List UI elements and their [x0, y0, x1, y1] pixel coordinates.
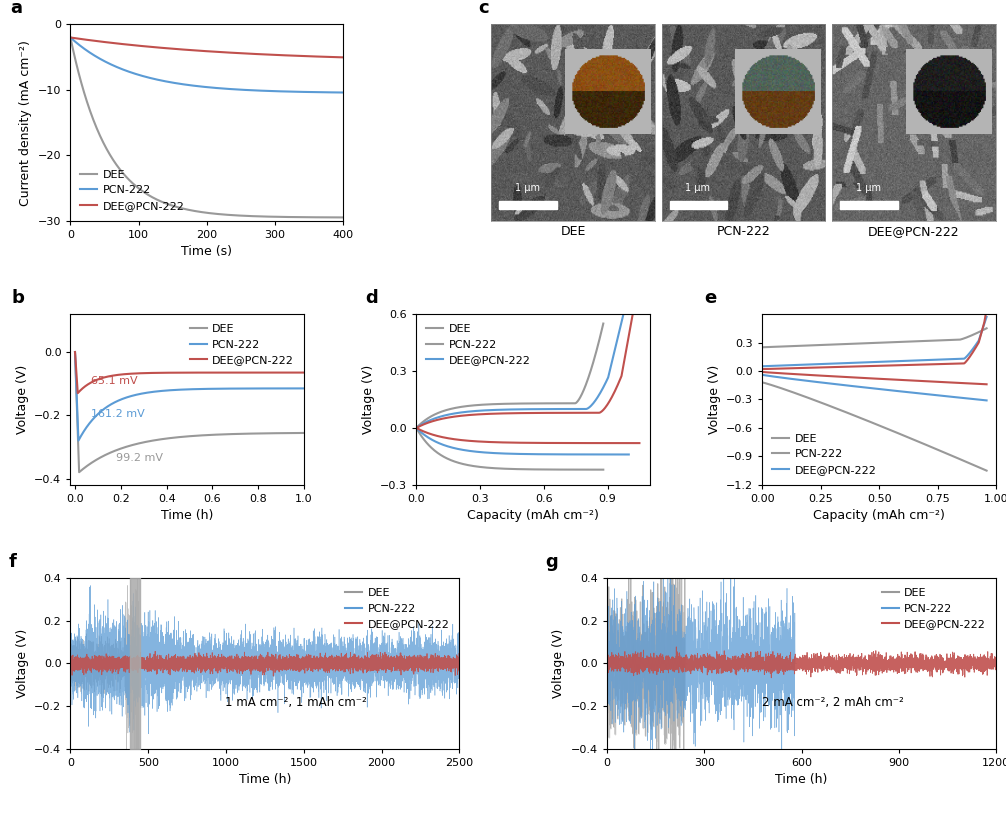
X-axis label: Time (h): Time (h) [238, 773, 291, 786]
Legend: DEE, PCN-222, DEE@PCN-222: DEE, PCN-222, DEE@PCN-222 [877, 584, 990, 633]
Text: e: e [704, 289, 716, 307]
X-axis label: Capacity (mAh cm⁻²): Capacity (mAh cm⁻²) [813, 510, 945, 523]
Text: c: c [478, 0, 489, 16]
Y-axis label: Voltage (V): Voltage (V) [16, 629, 29, 698]
Text: a: a [10, 0, 22, 16]
Bar [670, 201, 727, 209]
Y-axis label: Voltage (V): Voltage (V) [707, 365, 720, 434]
Legend: DEE, PCN-222, DEE@PCN-222: DEE, PCN-222, DEE@PCN-222 [768, 429, 881, 479]
Text: 1 μm: 1 μm [855, 183, 880, 193]
Legend: DEE, PCN-222, DEE@PCN-222: DEE, PCN-222, DEE@PCN-222 [422, 320, 535, 370]
Bar [840, 201, 897, 209]
Text: d: d [365, 289, 377, 307]
X-axis label: Time (s): Time (s) [181, 245, 232, 258]
X-axis label: DEE: DEE [560, 225, 585, 238]
X-axis label: DEE@PCN-222: DEE@PCN-222 [868, 225, 960, 238]
Text: 2 mA cm⁻², 2 mAh cm⁻²: 2 mA cm⁻², 2 mAh cm⁻² [762, 696, 903, 709]
Legend: DEE, PCN-222, DEE@PCN-222: DEE, PCN-222, DEE@PCN-222 [76, 165, 189, 215]
X-axis label: Capacity (mAh cm⁻²): Capacity (mAh cm⁻²) [467, 510, 600, 523]
Text: 1 μm: 1 μm [515, 183, 539, 193]
Text: f: f [8, 554, 16, 571]
Text: b: b [12, 289, 25, 307]
Text: 99.2 mV: 99.2 mV [117, 453, 163, 463]
Text: 1 μm: 1 μm [685, 183, 710, 193]
Y-axis label: Voltage (V): Voltage (V) [16, 365, 29, 434]
Text: 1 mA cm⁻², 1 mAh cm⁻²: 1 mA cm⁻², 1 mAh cm⁻² [225, 696, 367, 709]
Y-axis label: Voltage (V): Voltage (V) [552, 629, 565, 698]
Y-axis label: Voltage (V): Voltage (V) [362, 365, 375, 434]
Text: 65.1 mV: 65.1 mV [91, 375, 138, 386]
X-axis label: PCN-222: PCN-222 [716, 225, 771, 238]
Legend: DEE, PCN-222, DEE@PCN-222: DEE, PCN-222, DEE@PCN-222 [341, 584, 454, 633]
X-axis label: Time (h): Time (h) [161, 510, 213, 523]
Text: 161.2 mV: 161.2 mV [91, 409, 145, 419]
Text: g: g [545, 554, 557, 571]
X-axis label: Time (h): Time (h) [776, 773, 828, 786]
Bar [499, 201, 556, 209]
Legend: DEE, PCN-222, DEE@PCN-222: DEE, PCN-222, DEE@PCN-222 [185, 320, 299, 370]
Y-axis label: Current density (mA cm⁻²): Current density (mA cm⁻²) [19, 40, 32, 206]
